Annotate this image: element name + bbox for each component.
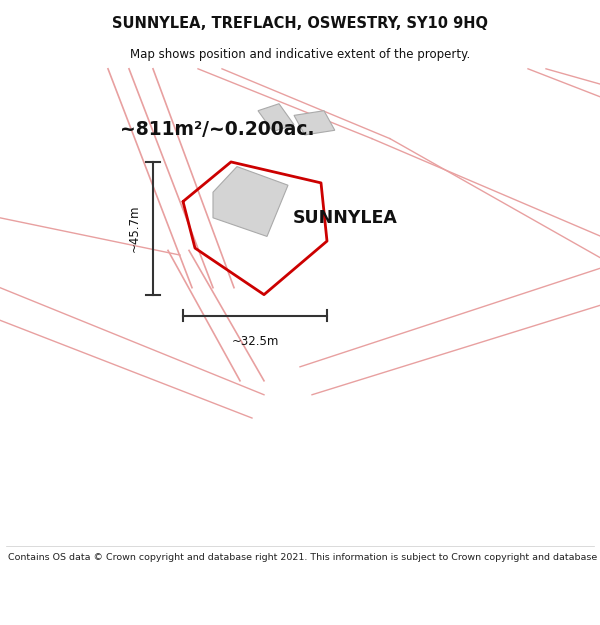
Text: ~811m²/~0.200ac.: ~811m²/~0.200ac.: [120, 120, 314, 139]
Text: ~32.5m: ~32.5m: [232, 335, 278, 348]
Text: SUNNYLEA: SUNNYLEA: [293, 209, 397, 227]
Text: Map shows position and indicative extent of the property.: Map shows position and indicative extent…: [130, 48, 470, 61]
Text: SUNNYLEA, TREFLACH, OSWESTRY, SY10 9HQ: SUNNYLEA, TREFLACH, OSWESTRY, SY10 9HQ: [112, 16, 488, 31]
Polygon shape: [213, 167, 288, 236]
Polygon shape: [294, 111, 335, 135]
Text: Contains OS data © Crown copyright and database right 2021. This information is : Contains OS data © Crown copyright and d…: [8, 554, 600, 562]
Text: ~45.7m: ~45.7m: [127, 204, 140, 252]
Polygon shape: [258, 104, 294, 132]
